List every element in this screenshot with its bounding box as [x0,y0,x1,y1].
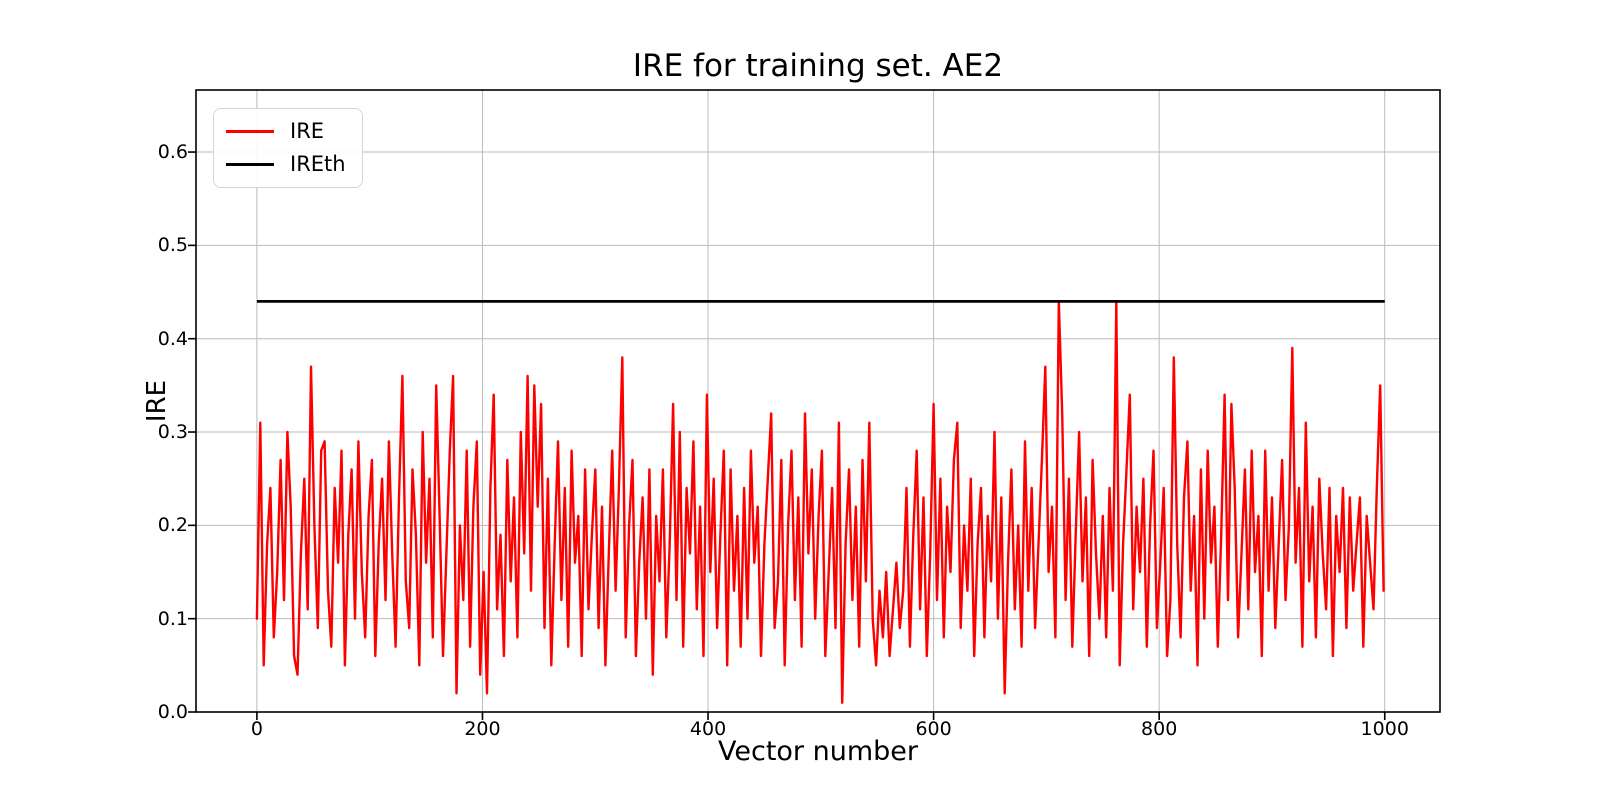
x-tick-label: 800 [1141,718,1178,740]
y-tick-label: 0.5 [157,234,188,257]
y-tick-label: 0.6 [157,141,188,164]
chart-title: IRE for training set. AE2 [632,48,1004,84]
y-tick-label: 0.4 [157,327,188,350]
x-tick-label: 1000 [1360,718,1409,740]
y-tick-label: 0.1 [157,607,188,630]
x-axis-label: Vector number [718,736,918,767]
x-tick-label: 200 [464,718,501,740]
legend-entry-ireth: IREth [226,150,346,179]
y-tick-label: 0.3 [157,421,188,444]
legend-line-sample-ireth [226,163,274,166]
legend-box: IRE IREth [213,108,363,188]
x-tick-label: 600 [915,718,952,740]
legend-label-ire: IRE [290,119,325,143]
x-tick-label: 400 [689,718,727,740]
x-tick-label: 0 [250,718,263,740]
legend-line-sample-ire [226,130,274,133]
y-tick-label: 0.2 [157,514,188,537]
legend-entry-ire: IRE [226,117,346,146]
legend-label-ireth: IREth [290,152,346,176]
y-tick-label: 0.0 [157,701,188,723]
